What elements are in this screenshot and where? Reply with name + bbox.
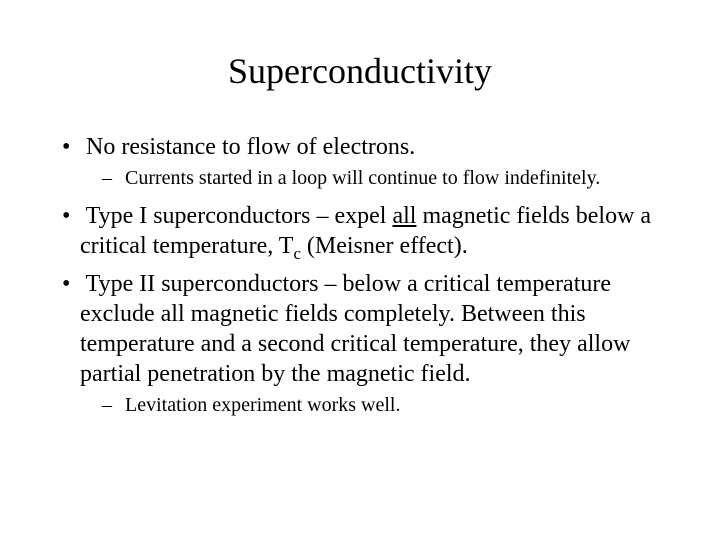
list-item: Currents started in a loop will continue… — [102, 166, 670, 191]
list-item: Type I superconductors – expel all magne… — [50, 201, 670, 265]
bullet-text: Currents started in a loop will continue… — [125, 167, 600, 189]
list-item: Type II superconductors – below a critic… — [50, 269, 670, 418]
list-item: Levitation experiment works well. — [102, 393, 670, 418]
bullet-list-level1: No resistance to flow of electrons. Curr… — [50, 132, 670, 418]
list-item: No resistance to flow of electrons. Curr… — [50, 132, 670, 191]
bullet-text: Type I superconductors – expel — [86, 203, 393, 229]
bullet-list-level2: Currents started in a loop will continue… — [80, 166, 670, 191]
bullet-list-level2: Levitation experiment works well. — [80, 393, 670, 418]
bullet-text: (Meisner effect). — [301, 233, 468, 259]
underline-text: all — [392, 203, 416, 229]
bullet-text: Levitation experiment works well. — [125, 394, 400, 416]
subscript: c — [293, 244, 300, 263]
bullet-text: Type II superconductors – below a critic… — [80, 271, 630, 387]
bullet-text: No resistance to flow of electrons. — [86, 134, 415, 160]
slide-title: Superconductivity — [50, 50, 670, 92]
